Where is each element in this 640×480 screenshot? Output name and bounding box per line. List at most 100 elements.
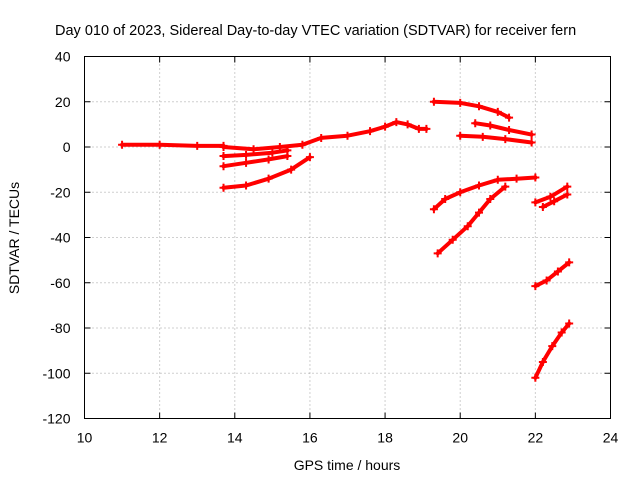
data-point [475,208,483,217]
data-point [305,153,314,162]
data-point [505,113,514,122]
x-tick-label: 18 [377,430,393,446]
x-tick-label: 24 [603,430,619,446]
data-point [557,328,566,337]
data-point [456,98,465,107]
data-point [546,192,555,201]
series-line [221,120,429,152]
y-tick-label: 20 [55,94,71,110]
series-arc [531,319,574,382]
y-tick-label: -100 [42,365,70,381]
data-point [283,152,292,161]
series-arc [118,140,228,150]
data-point [538,357,547,366]
data-point [381,122,390,131]
data-point [527,138,536,147]
data-point [565,319,574,328]
data-point [456,131,465,140]
data-point [264,155,273,164]
series-arc [219,118,431,154]
data-point [486,121,495,130]
data-point [433,249,442,258]
x-tick-label: 10 [77,430,93,446]
data-point [414,124,423,133]
y-tick-label: 0 [63,139,71,155]
data-point [343,131,352,140]
x-tick-label: 20 [452,430,468,446]
data-point [441,195,450,204]
x-tick-label: 22 [528,430,544,446]
data-point [448,235,457,244]
data-point [531,373,540,382]
data-point [493,107,502,116]
series-arc [531,182,572,207]
data-point [501,182,510,191]
data-point [219,162,228,171]
data-point [155,140,164,149]
data-point [501,135,510,144]
series-arc [219,153,314,192]
grid [84,56,611,419]
series-line [473,121,534,137]
data-point [563,190,572,199]
data-point [249,145,258,154]
data-point [219,183,228,192]
data-point [429,97,438,106]
data-point [542,276,551,285]
chart-title: Day 010 of 2023, Sidereal Day-to-day VTE… [55,23,576,39]
axis-ticks: 10 12 14 16 18 20 22 24 -120 -100 -80 -60 -40 -20 0 20 4… [42,49,618,446]
data-point [242,158,251,167]
y-tick-label: 40 [55,49,71,65]
data-point [392,118,401,127]
data-point [512,174,521,183]
data-point [264,174,273,183]
data-point [565,258,574,267]
data-point [527,130,536,139]
series-line [435,184,508,256]
data-point [287,165,296,174]
x-tick-label: 14 [227,430,243,446]
data-point [219,143,228,151]
data-point [268,148,277,157]
data-point [429,205,438,214]
data-point [366,127,375,136]
series-arc [219,152,292,171]
series-arc [456,131,536,147]
y-tick-label: -120 [42,411,70,427]
data-point [531,198,540,207]
y-tick-label: -20 [50,184,70,200]
data-point [422,124,431,133]
series-arc [219,146,292,161]
y-axis-label: SDTVAR / TECUs [6,182,22,294]
y-tick-label: -40 [50,230,70,246]
data-point [553,267,562,276]
data-point [242,150,251,159]
data-series [118,97,574,382]
data-point [471,119,480,128]
series-line [221,154,290,169]
data-point [242,181,251,190]
data-point [475,102,483,111]
data-point [456,188,465,197]
data-point [118,140,127,149]
data-point [478,132,487,141]
data-point [493,175,502,184]
data-point [403,120,412,129]
data-point [475,181,483,190]
series-arc [531,258,574,291]
series-line [120,142,226,148]
y-tick-label: -80 [50,320,70,336]
series-arc [429,97,514,122]
data-point [219,152,228,161]
series-arc [433,182,510,258]
data-point [531,282,540,291]
data-point [463,222,472,231]
data-point [317,133,326,142]
series-line [533,260,572,289]
data-point [531,173,540,182]
x-tick-label: 16 [302,430,318,446]
plot-frame [84,56,611,419]
data-point [538,202,547,211]
series-line [221,148,290,159]
